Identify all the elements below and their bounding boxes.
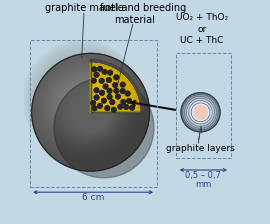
Circle shape: [105, 106, 110, 110]
Circle shape: [103, 84, 108, 89]
Circle shape: [98, 67, 102, 71]
Circle shape: [120, 89, 125, 93]
Circle shape: [92, 106, 97, 111]
Circle shape: [110, 100, 114, 104]
Circle shape: [107, 95, 112, 99]
Circle shape: [110, 100, 114, 104]
Circle shape: [100, 90, 104, 95]
Circle shape: [98, 67, 102, 71]
Circle shape: [191, 103, 210, 122]
Wedge shape: [90, 63, 139, 112]
Wedge shape: [90, 78, 122, 112]
Circle shape: [94, 88, 99, 93]
Circle shape: [94, 95, 99, 100]
Wedge shape: [90, 63, 139, 112]
Circle shape: [112, 108, 116, 112]
Circle shape: [121, 100, 126, 104]
Circle shape: [102, 99, 106, 103]
Circle shape: [100, 90, 104, 95]
Circle shape: [94, 95, 99, 100]
Circle shape: [91, 101, 95, 105]
Circle shape: [113, 83, 117, 87]
Circle shape: [94, 72, 99, 77]
Text: mm: mm: [195, 180, 211, 189]
Circle shape: [113, 83, 117, 87]
Text: UO₂ + ThO₂
or
UC + ThC: UO₂ + ThO₂ or UC + ThC: [176, 13, 228, 45]
Circle shape: [118, 105, 123, 109]
Circle shape: [107, 89, 112, 93]
Circle shape: [92, 78, 96, 83]
Circle shape: [105, 106, 110, 110]
Circle shape: [102, 70, 107, 74]
Circle shape: [127, 99, 131, 103]
Circle shape: [32, 53, 149, 171]
Circle shape: [183, 94, 218, 130]
Circle shape: [94, 88, 99, 93]
Circle shape: [99, 79, 104, 83]
Bar: [29, 40, 157, 187]
Circle shape: [94, 72, 99, 77]
Circle shape: [130, 106, 134, 110]
Circle shape: [120, 82, 125, 87]
Wedge shape: [90, 59, 143, 112]
Circle shape: [108, 70, 112, 75]
Text: 6 cm: 6 cm: [82, 193, 104, 202]
Circle shape: [120, 89, 125, 93]
Circle shape: [99, 79, 104, 83]
Circle shape: [107, 89, 112, 93]
Wedge shape: [90, 78, 122, 112]
Circle shape: [102, 70, 107, 74]
Circle shape: [92, 106, 97, 111]
Text: graphite mantle: graphite mantle: [45, 3, 123, 13]
Circle shape: [114, 75, 119, 80]
Circle shape: [107, 78, 111, 82]
Circle shape: [184, 96, 217, 128]
Circle shape: [181, 93, 220, 132]
Circle shape: [107, 78, 111, 82]
Circle shape: [92, 67, 97, 72]
Circle shape: [98, 104, 102, 108]
Circle shape: [127, 99, 131, 103]
Circle shape: [103, 84, 108, 89]
Circle shape: [126, 91, 130, 96]
Circle shape: [114, 89, 119, 93]
Circle shape: [124, 105, 128, 109]
Text: graphite layers: graphite layers: [166, 144, 235, 153]
Circle shape: [126, 91, 130, 96]
Wedge shape: [90, 63, 139, 112]
Circle shape: [130, 106, 134, 110]
Text: fuel and breeding: fuel and breeding: [100, 3, 186, 13]
Circle shape: [102, 99, 106, 103]
Circle shape: [108, 70, 112, 75]
Circle shape: [116, 94, 120, 99]
Circle shape: [121, 100, 126, 104]
Circle shape: [114, 75, 119, 80]
Circle shape: [187, 98, 215, 126]
Circle shape: [92, 67, 97, 72]
Circle shape: [54, 78, 154, 178]
Circle shape: [116, 94, 120, 99]
Circle shape: [194, 106, 207, 119]
Circle shape: [189, 101, 212, 124]
Wedge shape: [90, 63, 139, 112]
Circle shape: [98, 104, 102, 108]
Circle shape: [120, 82, 125, 87]
Circle shape: [114, 89, 119, 93]
Text: material: material: [114, 15, 156, 25]
Bar: [176, 53, 231, 158]
Circle shape: [124, 105, 128, 109]
Circle shape: [107, 95, 112, 99]
Circle shape: [118, 105, 123, 109]
Circle shape: [112, 108, 116, 112]
Circle shape: [91, 101, 95, 105]
Circle shape: [92, 78, 96, 83]
Text: 0,5 – 0,7: 0,5 – 0,7: [185, 171, 221, 180]
